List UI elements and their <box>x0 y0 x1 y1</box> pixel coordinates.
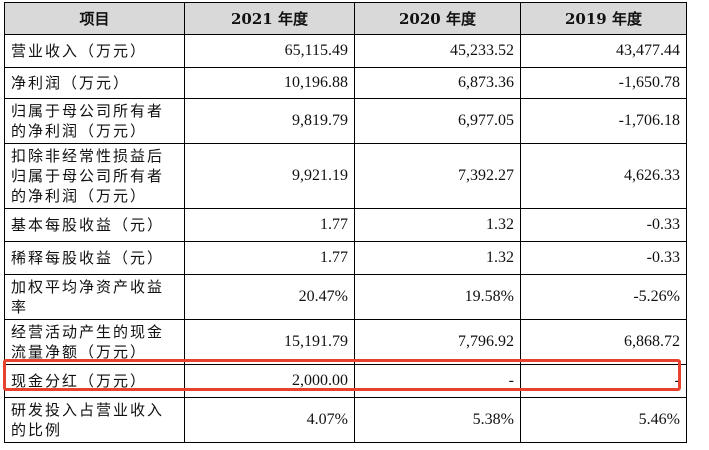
table-row: 营业收入（万元） 65,115.49 45,233.52 43,477.44 <box>4 34 687 68</box>
row-label: 基本每股收益（元） <box>4 208 185 242</box>
cell-2020: - <box>354 364 521 398</box>
table-row: 归属于母公司所有者的净利润（万元） 9,819.79 6,977.05 -1,7… <box>4 98 687 144</box>
cell-2020: 1.32 <box>354 208 521 242</box>
row-label: 归属于母公司所有者的净利润（万元） <box>4 98 185 144</box>
cell-2021: 65,115.49 <box>184 34 355 68</box>
cell-2020: 6,977.05 <box>354 98 521 144</box>
row-label: 研发投入占营业收入的比例 <box>4 397 185 443</box>
header-row: 项目 2021 年度 2020 年度 2019 年度 <box>4 2 687 35</box>
financial-summary-table: 项目 2021 年度 2020 年度 2019 年度 营业收入（万元） 65,1… <box>4 2 687 443</box>
cell-2020: 1.32 <box>354 241 521 275</box>
cell-2020: 6,873.36 <box>354 67 521 99</box>
row-label: 净利润（万元） <box>4 67 185 99</box>
header-item: 项目 <box>4 2 185 35</box>
cell-2021: 1.77 <box>184 208 355 242</box>
cell-2019: -0.33 <box>520 208 687 242</box>
header-2020: 2020 年度 <box>354 2 521 35</box>
cell-2019: -1,650.78 <box>520 67 687 99</box>
cell-2021: 9,921.19 <box>184 143 355 209</box>
cell-2021: 4.07% <box>184 397 355 443</box>
cell-2021: 10,196.88 <box>184 67 355 99</box>
cell-2021: 15,191.79 <box>184 319 355 365</box>
cell-2019: 43,477.44 <box>520 34 687 68</box>
table-row-cash-dividend: 现金分红（万元） 2,000.00 - - <box>4 364 687 398</box>
cell-2021: 2,000.00 <box>184 364 355 398</box>
cell-2020: 19.58% <box>354 274 521 320</box>
cell-2019: 5.46% <box>520 397 687 443</box>
cell-2020: 7,392.27 <box>354 143 521 209</box>
row-label: 营业收入（万元） <box>4 34 185 68</box>
row-label: 扣除非经常性损益后归属于母公司所有者的净利润（万元） <box>4 143 185 209</box>
cell-2019: 6,868.72 <box>520 319 687 365</box>
cell-2020: 7,796.92 <box>354 319 521 365</box>
row-label: 稀释每股收益（元） <box>4 241 185 275</box>
row-label: 现金分红（万元） <box>4 364 185 398</box>
table-row: 加权平均净资产收益率 20.47% 19.58% -5.26% <box>4 274 687 320</box>
cell-2020: 45,233.52 <box>354 34 521 68</box>
header-2019: 2019 年度 <box>520 2 687 35</box>
table-row: 研发投入占营业收入的比例 4.07% 5.38% 5.46% <box>4 397 687 443</box>
cell-2019: - <box>520 364 687 398</box>
cell-2020: 5.38% <box>354 397 521 443</box>
cell-2019: -0.33 <box>520 241 687 275</box>
row-label: 加权平均净资产收益率 <box>4 274 185 320</box>
header-2021: 2021 年度 <box>184 2 355 35</box>
cell-2021: 1.77 <box>184 241 355 275</box>
cell-2021: 9,819.79 <box>184 98 355 144</box>
table-row: 经营活动产生的现金流量净额（万元） 15,191.79 7,796.92 6,8… <box>4 319 687 365</box>
cell-2019: -5.26% <box>520 274 687 320</box>
cell-2019: 4,626.33 <box>520 143 687 209</box>
table-row: 基本每股收益（元） 1.77 1.32 -0.33 <box>4 208 687 242</box>
table-row: 扣除非经常性损益后归属于母公司所有者的净利润（万元） 9,921.19 7,39… <box>4 143 687 209</box>
table-row: 稀释每股收益（元） 1.77 1.32 -0.33 <box>4 241 687 275</box>
table-row: 净利润（万元） 10,196.88 6,873.36 -1,650.78 <box>4 67 687 99</box>
row-label: 经营活动产生的现金流量净额（万元） <box>4 319 185 365</box>
cell-2019: -1,706.18 <box>520 98 687 144</box>
cell-2021: 20.47% <box>184 274 355 320</box>
